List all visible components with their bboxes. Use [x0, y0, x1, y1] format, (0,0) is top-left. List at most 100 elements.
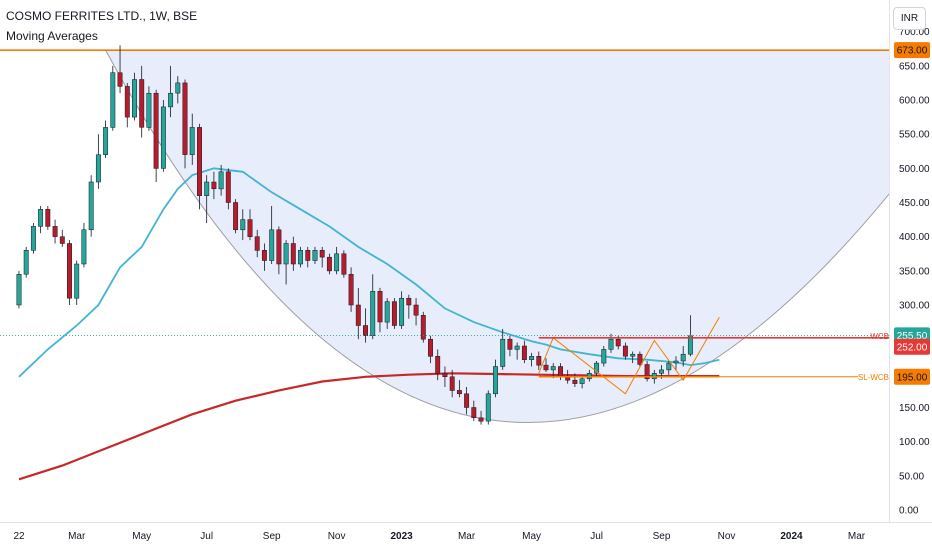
- candle[interactable]: [644, 364, 650, 380]
- candle[interactable]: [124, 86, 130, 118]
- candle[interactable]: [608, 338, 614, 350]
- candle[interactable]: [391, 301, 397, 326]
- candle[interactable]: [59, 236, 65, 244]
- candle[interactable]: [406, 297, 412, 306]
- candle[interactable]: [45, 209, 51, 227]
- candle[interactable]: [442, 373, 448, 377]
- candle[interactable]: [601, 349, 607, 364]
- candle[interactable]: [435, 356, 441, 374]
- candle[interactable]: [233, 202, 239, 231]
- candle[interactable]: [103, 127, 109, 155]
- candle[interactable]: [586, 373, 592, 380]
- candle[interactable]: [384, 301, 390, 323]
- candle[interactable]: [254, 236, 260, 251]
- candle[interactable]: [52, 226, 58, 237]
- indicator-legend[interactable]: Moving Averages: [6, 29, 98, 43]
- candle[interactable]: [630, 353, 636, 357]
- candle[interactable]: [673, 360, 679, 364]
- candle[interactable]: [478, 417, 484, 422]
- candle[interactable]: [247, 219, 253, 237]
- candle[interactable]: [377, 291, 383, 323]
- candle[interactable]: [485, 393, 491, 422]
- candle[interactable]: [117, 72, 123, 87]
- candle[interactable]: [594, 362, 600, 374]
- candle[interactable]: [666, 362, 672, 371]
- candle[interactable]: [175, 82, 181, 94]
- candle[interactable]: [290, 243, 296, 265]
- candle[interactable]: [348, 274, 354, 306]
- candle[interactable]: [326, 256, 332, 272]
- candle[interactable]: [197, 127, 202, 196]
- candle[interactable]: [493, 366, 498, 395]
- candle[interactable]: [160, 106, 166, 169]
- candle[interactable]: [88, 181, 94, 231]
- candle[interactable]: [16, 274, 22, 306]
- candle[interactable]: [95, 154, 101, 183]
- candle[interactable]: [312, 250, 318, 261]
- candle[interactable]: [204, 181, 210, 196]
- candle[interactable]: [276, 229, 282, 265]
- candle[interactable]: [225, 171, 231, 203]
- candle[interactable]: [132, 79, 137, 118]
- x-tick-label: Mar: [458, 531, 476, 542]
- candle[interactable]: [240, 219, 246, 231]
- candle[interactable]: [218, 171, 224, 190]
- candle[interactable]: [507, 338, 513, 350]
- candle[interactable]: [23, 250, 29, 275]
- x-tick-label: 2024: [780, 531, 803, 542]
- candle[interactable]: [500, 338, 506, 367]
- candle[interactable]: [428, 338, 433, 357]
- candle[interactable]: [370, 291, 376, 336]
- candle[interactable]: [572, 379, 578, 384]
- candle[interactable]: [319, 250, 325, 258]
- candle[interactable]: [615, 338, 621, 347]
- candle[interactable]: [449, 376, 455, 391]
- candle[interactable]: [464, 393, 470, 408]
- candle[interactable]: [269, 229, 275, 261]
- candle[interactable]: [30, 226, 36, 251]
- candle[interactable]: [622, 345, 628, 357]
- candle[interactable]: [579, 378, 585, 384]
- currency-button[interactable]: INR: [893, 7, 926, 30]
- y-tick-label: 350.00: [899, 266, 930, 277]
- candle[interactable]: [81, 229, 87, 265]
- candle[interactable]: [456, 390, 462, 395]
- candle[interactable]: [261, 250, 267, 261]
- candle[interactable]: [298, 250, 303, 265]
- candle[interactable]: [558, 366, 563, 377]
- candle[interactable]: [189, 127, 195, 155]
- candle[interactable]: [413, 304, 419, 316]
- candle[interactable]: [146, 92, 152, 128]
- candle[interactable]: [550, 366, 556, 371]
- candle[interactable]: [38, 209, 44, 227]
- candle[interactable]: [341, 253, 347, 275]
- candle[interactable]: [168, 92, 174, 108]
- moving-average-fast[interactable]: [18, 167, 720, 378]
- candle[interactable]: [67, 243, 72, 299]
- candle[interactable]: [139, 79, 145, 128]
- candle[interactable]: [110, 72, 116, 128]
- candle[interactable]: [471, 407, 477, 418]
- candle[interactable]: [543, 364, 549, 371]
- candle[interactable]: [536, 356, 542, 366]
- candle[interactable]: [420, 315, 426, 340]
- candle[interactable]: [651, 373, 657, 380]
- candle[interactable]: [334, 253, 340, 272]
- candle[interactable]: [305, 250, 311, 261]
- candle[interactable]: [399, 297, 405, 326]
- candle[interactable]: [153, 92, 159, 169]
- candle[interactable]: [521, 345, 527, 360]
- candle[interactable]: [283, 243, 289, 265]
- candle[interactable]: [680, 353, 686, 362]
- candle[interactable]: [211, 181, 217, 190]
- candle[interactable]: [355, 304, 361, 326]
- candle[interactable]: [637, 353, 643, 365]
- candle[interactable]: [182, 82, 188, 155]
- candle[interactable]: [659, 369, 664, 374]
- candle[interactable]: [363, 325, 368, 336]
- candle[interactable]: [529, 356, 535, 360]
- candle[interactable]: [74, 263, 80, 299]
- candle[interactable]: [514, 345, 520, 350]
